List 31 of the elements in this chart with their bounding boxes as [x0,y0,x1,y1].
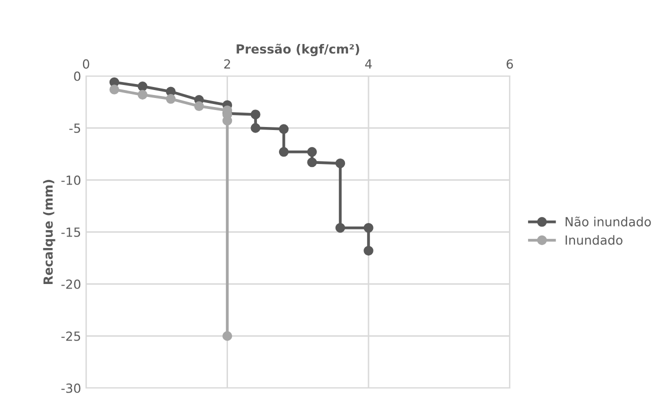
point [250,110,260,120]
point [250,123,260,133]
legend-label: Não inundado [566,216,651,226]
point [109,84,120,94]
point [364,222,374,233]
y-tick-label: -15 [61,228,80,237]
x-tick-label: 2 [224,59,230,69]
x-tick-label: 4 [365,59,372,69]
point [307,147,317,157]
y-tick-label: 0 [74,71,80,81]
y-tick-label: -10 [61,175,80,185]
point [335,222,346,233]
point [278,147,289,157]
point [364,246,374,256]
point [278,124,289,134]
y-tick-label: -5 [69,124,80,133]
point [166,94,176,104]
point [194,101,204,112]
point [138,82,148,92]
legend-label: Inundado [566,235,622,245]
point [138,90,148,100]
point [335,158,346,168]
x-tick-label: 6 [506,59,513,69]
x-axis-title: Pressão (kgf/cm²) [236,44,360,56]
y-axis-title: Recalque (mm) [43,180,56,284]
point [307,157,317,168]
point [222,331,232,341]
y-tick-label: -30 [61,383,80,393]
y-tick-label: -20 [61,279,80,289]
x-tick-label: 0 [82,59,90,69]
y-tick-label: -25 [61,331,80,341]
